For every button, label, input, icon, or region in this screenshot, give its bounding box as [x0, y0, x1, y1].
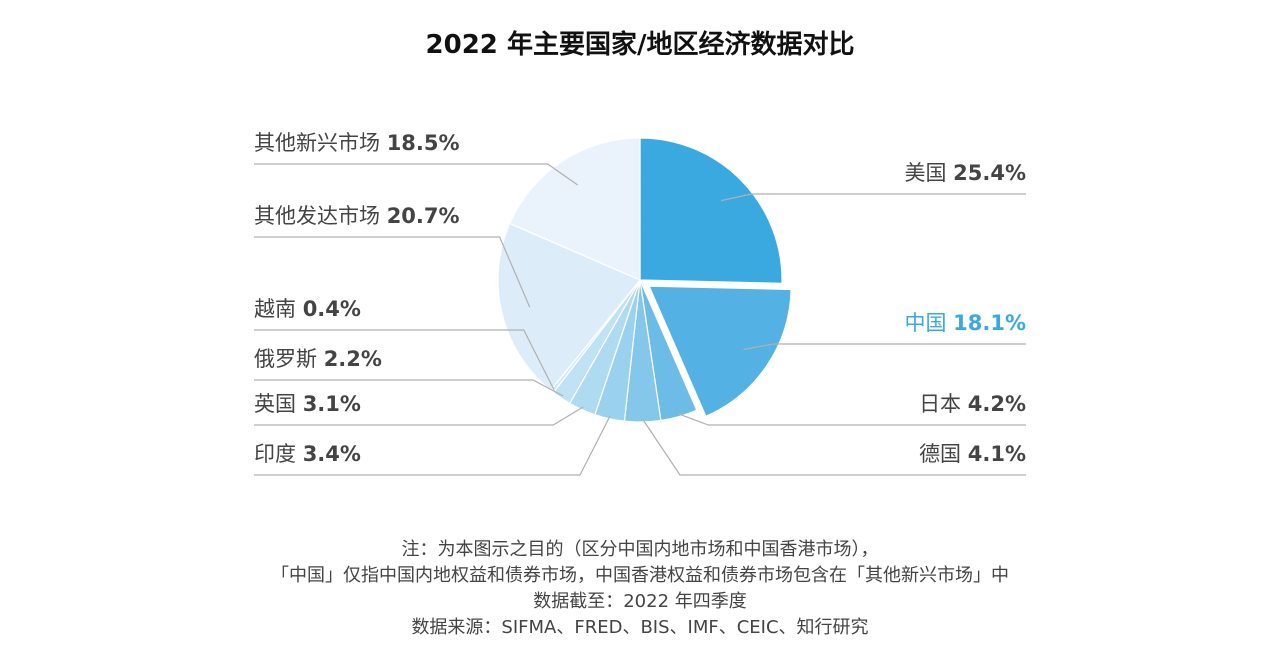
footnote-line: 数据截至：2022 年四季度	[533, 591, 747, 612]
pie-slice	[508, 137, 641, 281]
leader-lines	[254, 163, 1026, 476]
footnote-line: 数据来源：SIFMA、FRED、BIS、IMF、CEIC、知行研究	[411, 617, 869, 638]
slice-name: 美国	[904, 161, 953, 185]
slice-label: 印度 3.4%	[254, 442, 361, 466]
chart-title: 2022 年主要国家/地区经济数据对比	[425, 30, 855, 60]
slice-label: 英国 3.1%	[254, 392, 361, 416]
leader-line	[743, 343, 1026, 351]
slice-label: 其他新兴市场 18.5%	[254, 131, 460, 155]
slice-name: 英国	[254, 392, 303, 416]
slice-value: 4.2%	[968, 392, 1026, 416]
slice-name: 其他新兴市场	[254, 131, 387, 155]
slice-value: 18.1%	[953, 311, 1026, 335]
slice-value: 4.1%	[968, 442, 1026, 466]
slice-label: 中国 18.1%	[904, 311, 1026, 335]
slice-name: 印度	[254, 442, 303, 466]
slice-labels: 美国 25.4% 中国 18.1% 日本 4.2% 德国 4.1% 印度 3.4% 英国 …	[254, 131, 1026, 466]
leader-line	[678, 413, 1026, 426]
slice-label: 越南 0.4%	[254, 297, 361, 321]
pie-slices	[497, 137, 792, 423]
slice-value: 3.4%	[303, 442, 361, 466]
slice-name: 越南	[254, 297, 303, 321]
slice-name: 俄罗斯	[254, 347, 324, 371]
slice-value: 18.5%	[387, 131, 460, 155]
slice-label: 俄罗斯 2.2%	[254, 347, 382, 371]
leader-line	[254, 379, 564, 397]
slice-value: 3.1%	[303, 392, 361, 416]
slice-value: 0.4%	[303, 297, 361, 321]
slice-label: 日本 4.2%	[919, 392, 1026, 416]
slice-name: 德国	[919, 442, 968, 466]
slice-name: 日本	[919, 392, 968, 416]
slice-label: 其他发达市场 20.7%	[254, 204, 460, 228]
footnotes: 注：为本图示之目的（区分中国内地市场和中国香港市场）， 「中国」仅指中国内地权益…	[0, 537, 1280, 641]
leader-line	[254, 236, 531, 308]
slice-name: 其他发达市场	[254, 204, 387, 228]
footnote-line: 注：为本图示之目的（区分中国内地市场和中国香港市场），	[401, 539, 879, 560]
leader-line	[254, 329, 555, 390]
leader-line	[642, 418, 1026, 476]
pie-slice	[648, 285, 792, 418]
footnote-line: 「中国」仅指中国内地权益和债券市场，中国香港权益和债券市场包含在「其他新兴市场」…	[271, 565, 1009, 586]
slice-value: 2.2%	[324, 347, 382, 371]
slice-value: 25.4%	[953, 161, 1026, 185]
pie-slice	[639, 137, 783, 284]
slice-name: 中国	[904, 311, 953, 335]
slice-label: 美国 25.4%	[904, 161, 1026, 185]
slice-label: 德国 4.1%	[919, 442, 1026, 466]
leader-line	[254, 163, 579, 186]
slice-value: 20.7%	[387, 204, 460, 228]
leader-line	[721, 193, 1026, 202]
leader-line	[254, 406, 584, 426]
leader-line	[254, 415, 611, 476]
